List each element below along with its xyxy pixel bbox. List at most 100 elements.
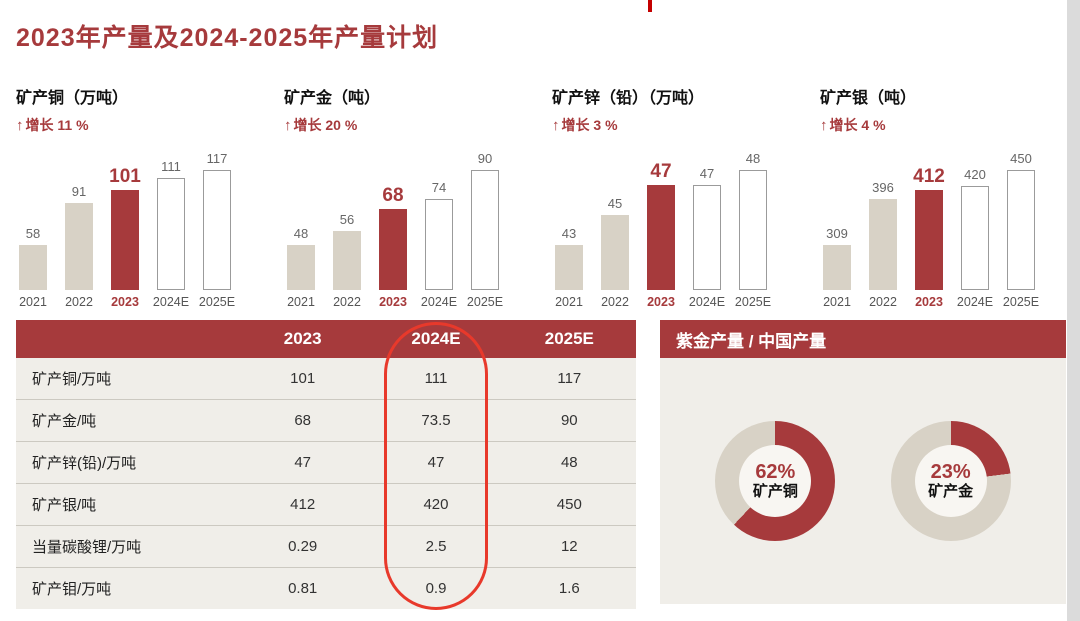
red-marker-icon — [648, 0, 652, 12]
bar — [19, 245, 47, 290]
bar-column: 47 2023 — [644, 161, 678, 309]
header-cell-2023: 2023 — [283, 329, 322, 348]
chart-silver: 矿产银（吨） ↑ 增长 4 % 309 2021 396 2022 412 2023 420 2… — [820, 84, 1070, 309]
bar-value-label: 47 — [650, 161, 672, 182]
donut-percentage: 62% — [755, 461, 796, 483]
bar — [1007, 170, 1035, 290]
table-row: 矿产银/吨 412 420 450 — [16, 484, 636, 526]
bar-category-label: 2023 — [111, 295, 139, 309]
bar — [65, 203, 93, 290]
donut-hole: 23% 矿产金 — [914, 445, 987, 517]
bar-category-label: 2025E — [734, 295, 772, 309]
production-table: 2023 2024E 2025E 矿产铜/万吨 101 111 117 矿产金/吨 68 7… — [16, 320, 636, 610]
bar-value-label: 309 — [826, 226, 848, 241]
bar — [287, 245, 315, 290]
row-value: 117 — [557, 370, 582, 387]
bar-column: 117 2025E — [198, 151, 236, 309]
growth-indicator: ↑ 增长 4 % — [820, 115, 1070, 135]
row-value: 47 — [427, 454, 445, 471]
bar-group: 48 2021 56 2022 68 2023 74 2024E 90 2025E — [284, 151, 534, 309]
bar-value-label: 420 — [964, 167, 986, 182]
bar-column: 450 2025E — [1003, 151, 1039, 309]
bar-column: 58 2021 — [16, 226, 50, 309]
bar-column: 90 2025E — [466, 151, 504, 309]
bar — [915, 190, 943, 290]
growth-label: 增长 4 % — [829, 117, 886, 133]
share-panel: 紫金产量 / 中国产量 62% 矿产铜 23% 矿产金 — [660, 320, 1066, 604]
bar-value-label: 48 — [293, 226, 309, 241]
row-value: 73.5 — [421, 412, 451, 429]
bar-column: 45 2022 — [598, 196, 632, 309]
bar-value-label: 396 — [872, 180, 894, 195]
bar-category-label: 2025E — [466, 295, 504, 309]
bar-category-label: 2022 — [601, 295, 629, 309]
bar-category-label: 2023 — [915, 295, 943, 309]
bar-value-label: 48 — [745, 151, 761, 166]
bar — [601, 215, 629, 290]
row-label: 矿产银/吨 — [32, 497, 97, 514]
bar — [333, 231, 361, 290]
table-row: 矿产钼/万吨 0.81 0.9 1.6 — [16, 568, 636, 609]
bar-value-label: 56 — [339, 212, 355, 227]
chart-gold: 矿产金（吨） ↑ 增长 20 % 48 2021 56 2022 68 2023 74 2024… — [284, 84, 534, 309]
donut-charts: 62% 矿产铜 23% 矿产金 — [660, 358, 1066, 604]
row-label: 当量碳酸锂/万吨 — [32, 539, 142, 556]
growth-label: 增长 3 % — [561, 117, 618, 133]
bar-group: 58 2021 91 2022 101 2023 111 2024E 117 2025E — [16, 151, 266, 309]
bar-value-label: 90 — [477, 151, 493, 166]
bar-value-label: 117 — [206, 151, 228, 166]
bar — [869, 199, 897, 290]
bar-value-label: 47 — [699, 166, 715, 181]
table-header: 2023 2024E 2025E — [16, 320, 636, 358]
row-value: 90 — [560, 412, 578, 429]
bar-column: 101 2023 — [108, 166, 142, 309]
row-label: 矿产钼/万吨 — [32, 581, 112, 598]
bar-category-label: 2024E — [688, 295, 726, 309]
share-panel-title: 紫金产量 / 中国产量 — [660, 320, 1066, 358]
row-value: 420 — [423, 496, 449, 513]
bar — [961, 186, 989, 290]
row-value: 101 — [290, 370, 316, 387]
row-value: 0.81 — [288, 580, 318, 597]
header-cell-2025e: 2025E — [544, 329, 594, 348]
growth-indicator: ↑ 增长 20 % — [284, 115, 534, 135]
row-value: 12 — [560, 538, 578, 555]
chart-zinc-lead: 矿产锌（铅）（万吨） ↑ 增长 3 % 43 2021 45 2022 47 2023 47 2… — [552, 84, 802, 309]
donut-label: 矿产金 — [928, 483, 974, 500]
bar-category-label: 2025E — [198, 295, 236, 309]
up-arrow-icon: ↑ — [16, 117, 24, 134]
bar-column: 56 2022 — [330, 212, 364, 309]
bar-value-label: 68 — [382, 185, 404, 206]
bar — [471, 170, 499, 290]
bar-value-label: 43 — [561, 226, 577, 241]
up-arrow-icon: ↑ — [284, 117, 292, 134]
bar — [555, 245, 583, 290]
bar-category-label: 2022 — [869, 295, 897, 309]
bar-value-label: 45 — [607, 196, 623, 211]
bar — [647, 185, 675, 290]
bar — [693, 185, 721, 290]
bar-column: 309 2021 — [820, 226, 854, 309]
bar-category-label: 2024E — [420, 295, 458, 309]
table-row: 当量碳酸锂/万吨 0.29 2.5 12 — [16, 526, 636, 568]
bar-column: 68 2023 — [376, 185, 410, 309]
table-row: 矿产锌(铅)/万吨 47 47 48 — [16, 442, 636, 484]
bar-category-label: 2022 — [333, 295, 361, 309]
bar-column: 47 2024E — [688, 166, 726, 309]
bar — [739, 170, 767, 290]
donut-gold-ring: 23% 矿产金 — [890, 421, 1011, 541]
growth-indicator: ↑ 增长 11 % — [16, 115, 266, 135]
bar-value-label: 74 — [431, 180, 447, 195]
bar-category-label: 2023 — [379, 295, 407, 309]
growth-indicator: ↑ 增长 3 % — [552, 115, 802, 135]
bar-category-label: 2024E — [956, 295, 994, 309]
bar-column: 43 2021 — [552, 226, 586, 309]
up-arrow-icon: ↑ — [552, 117, 560, 134]
row-value: 47 — [294, 454, 311, 471]
bar-group: 43 2021 45 2022 47 2023 47 2024E 48 2025E — [552, 151, 802, 309]
row-value: 68 — [294, 412, 311, 429]
table-row: 矿产铜/万吨 101 111 117 — [16, 358, 636, 400]
growth-label: 增长 20 % — [293, 117, 358, 133]
bar-value-label: 91 — [71, 184, 87, 199]
bar-column: 48 2025E — [734, 151, 772, 309]
